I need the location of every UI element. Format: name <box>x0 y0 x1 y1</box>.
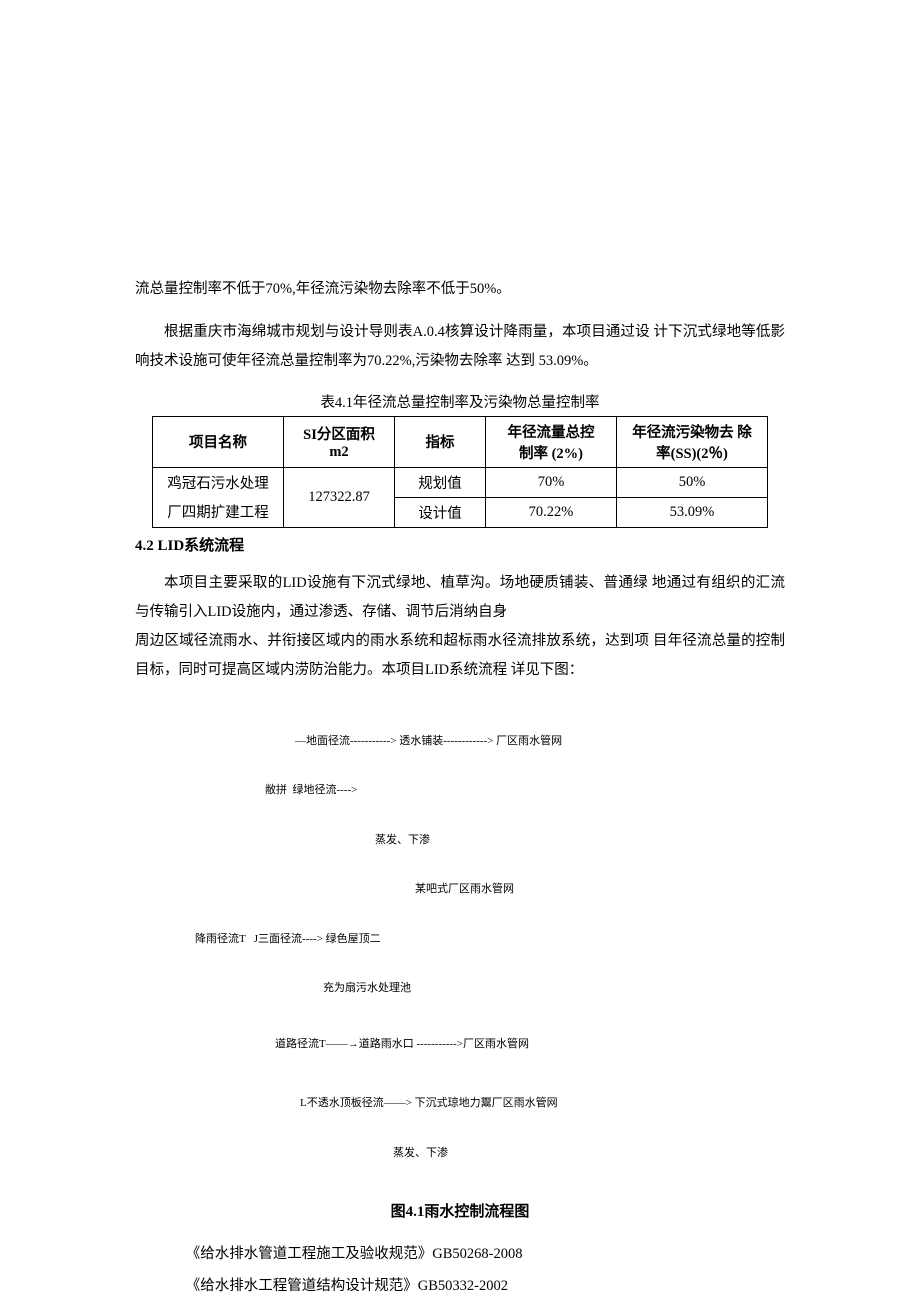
paragraph-4: 周边区域径流雨水、并衔接区域内的雨水系统和超标雨水径流排放系统，达到项 目年径流… <box>135 627 785 685</box>
td-project-l1: 鸡冠石污水处理 <box>153 467 284 497</box>
diagram-line-8: L不透水顶板径流——> 下沉式琼地力鬻厂区雨水管网 <box>300 1095 785 1112</box>
td-area: 127322.87 <box>284 467 395 527</box>
td-design-label: 设计值 <box>395 497 486 527</box>
paragraph-1: 流总量控制率不低于70%,年径流污染物去除率不低于50%。 <box>135 275 785 304</box>
reference-gb50268: 《给水排水管道工程施工及验收规范》GB50268-2008 <box>186 1239 785 1271</box>
diagram-line-4: 某吧式厂区雨水管网 <box>415 881 785 898</box>
td-plan-label: 规划值 <box>395 467 486 497</box>
table-header-row: 项目名称 SI分区面积 m2 指标 年径流量总控 制率 (2%) 年径流污染物去… <box>153 416 768 467</box>
th-runoff-l2: 制率 (2%) <box>496 442 606 463</box>
paragraph-2: 根据重庆市海绵城市规划与设计导则表A.0.4核算设计降雨量，本项目通过设 计下沉… <box>135 318 785 376</box>
table-row-1: 鸡冠石污水处理 127322.87 规划值 70% 50% <box>153 467 768 497</box>
figure-caption-4-1: 图4.1雨水控制流程图 <box>135 1200 785 1221</box>
th-area: SI分区面积 m2 <box>284 416 395 467</box>
th-area-l2: m2 <box>294 444 384 461</box>
th-runoff-rate: 年径流量总控 制率 (2%) <box>486 416 617 467</box>
table-row-2: 厂四期扩建工程 设计值 70.22% 53.09% <box>153 497 768 527</box>
diagram-line-1: —地面径流-----------> 透水铺装------------> 厂区雨水… <box>295 733 785 750</box>
th-pollutant-rate: 年径流污染物去 除 率(SS)(2％) <box>617 416 768 467</box>
diagram-line-6: 充为扇污水处理池 <box>323 980 785 997</box>
heading-4-2: 4.2 LID系统流程 <box>135 534 785 555</box>
th-indicator: 指标 <box>395 416 486 467</box>
td-plan-runoff: 70% <box>486 467 617 497</box>
th-pollutant-l2: 率(SS)(2％) <box>627 442 757 463</box>
th-project-name: 项目名称 <box>153 416 284 467</box>
td-plan-pollutant: 50% <box>617 467 768 497</box>
diagram-line-5: 降雨径流T J三面径流----> 绿色屋顶二 <box>195 931 785 948</box>
diagram-line-3: 蒸发、下渗 <box>375 832 785 849</box>
diagram-line-9: 蒸发、下渗 <box>393 1145 785 1162</box>
td-design-runoff: 70.22% <box>486 497 617 527</box>
paragraph-3: 本项目主要采取的LID设施有下沉式绿地、植草沟。场地硬质铺装、普通绿 地通过有组… <box>135 569 785 627</box>
table-4-1: 项目名称 SI分区面积 m2 指标 年径流量总控 制率 (2%) 年径流污染物去… <box>152 416 768 528</box>
th-pollutant-l1: 年径流污染物去 除 <box>627 421 757 442</box>
diagram-line-2: 敝拼 绿地径流----> <box>265 782 785 799</box>
th-area-l1: SI分区面积 <box>294 423 384 444</box>
th-runoff-l1: 年径流量总控 <box>496 421 606 442</box>
flowchart-4-1: —地面径流-----------> 透水铺装------------> 厂区雨水… <box>135 700 785 1195</box>
table-caption-4-1: 表4.1年径流总量控制率及污染物总量控制率 <box>135 391 785 412</box>
td-design-pollutant: 53.09% <box>617 497 768 527</box>
reference-gb50332: 《给水排水工程管道结构设计规范》GB50332-2002 <box>186 1271 785 1303</box>
document-page: 流总量控制率不低于70%,年径流污染物去除率不低于50%。 根据重庆市海绵城市规… <box>0 0 920 1303</box>
td-project-l2: 厂四期扩建工程 <box>153 497 284 527</box>
diagram-line-7: 道路径流T——→道路雨水口 ----------->厂区雨水管网 <box>275 1036 785 1053</box>
